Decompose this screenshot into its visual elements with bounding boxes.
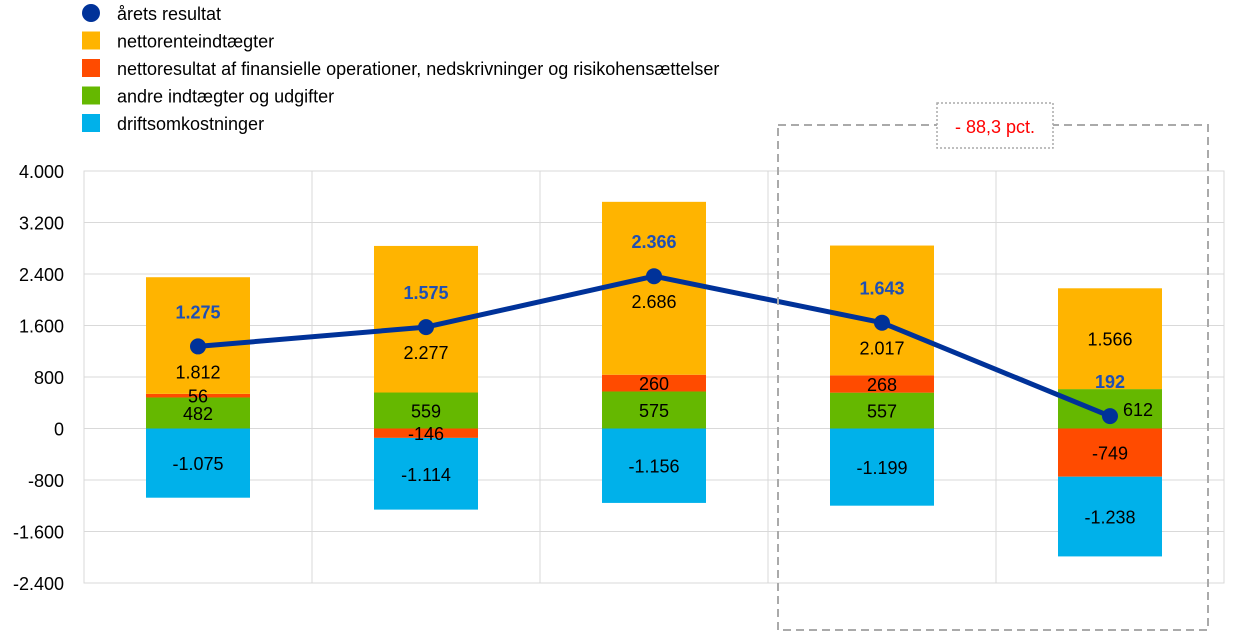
bar-driftsomkostninger-2017 <box>146 428 250 498</box>
data-label: -1.114 <box>401 465 451 485</box>
result-point-2021 <box>1102 408 1118 425</box>
data-label: -1.199 <box>856 458 907 478</box>
legend-marker-square <box>82 31 100 50</box>
data-label: 2.686 <box>631 292 676 312</box>
result-label: 1.643 <box>859 279 904 299</box>
y-tick-label: 0 <box>54 420 64 440</box>
data-label: -146 <box>408 424 444 444</box>
bar-nettorenteindtægter-2019 <box>602 201 706 375</box>
y-tick-label: 800 <box>34 368 64 388</box>
result-label: 1.575 <box>403 283 448 303</box>
data-label: -749 <box>1092 444 1128 464</box>
bar-nettorenteindtægter-2020 <box>830 245 934 376</box>
data-label: 1.566 <box>1087 330 1132 350</box>
legend-label: driftsomkostninger <box>117 114 264 134</box>
bar-nettoresultat-2018 <box>374 428 478 438</box>
legend-label: andre indtægter og udgifter <box>117 87 334 107</box>
legend-label: årets resultat <box>117 4 221 24</box>
annotation-text: - 88,3 pct. <box>955 117 1035 137</box>
data-label: -1.238 <box>1084 508 1135 528</box>
legend-marker-square <box>82 86 100 105</box>
bar-nettoresultat-2017 <box>146 393 250 398</box>
result-point-2019 <box>646 268 662 285</box>
bar-driftsomkostninger-2018 <box>374 437 478 510</box>
bar-andre-2020 <box>830 392 934 429</box>
data-label: 557 <box>867 402 897 422</box>
bar-driftsomkostninger-2019 <box>602 428 706 503</box>
result-point-2020 <box>874 314 890 331</box>
bar-nettorenteindtægter-2017 <box>146 277 250 394</box>
grid <box>83 170 1225 584</box>
bar-nettorenteindtægter-2021 <box>1058 288 1162 390</box>
bar-andre-2018 <box>374 392 478 429</box>
y-tick-label: 3.200 <box>19 214 64 234</box>
result-label: 192 <box>1095 372 1125 392</box>
data-label: 268 <box>867 375 897 395</box>
y-tick-label: -800 <box>28 471 64 491</box>
data-label: 260 <box>639 374 669 394</box>
data-label: 559 <box>411 402 441 422</box>
result-line <box>190 268 1118 425</box>
legend: årets resultat nettorenteindtægter nettore… <box>82 4 719 134</box>
legend-marker-square <box>82 114 100 132</box>
y-tick-label: -1.600 <box>13 523 64 543</box>
data-label: 612 <box>1123 400 1153 420</box>
bar-andre-2017 <box>146 397 250 429</box>
data-label: 2.277 <box>403 343 448 363</box>
legend-marker-square <box>82 59 100 77</box>
data-label: -1.075 <box>172 454 223 474</box>
annotation: - 88,3 pct. <box>777 102 1209 631</box>
y-tick-label: 1.600 <box>19 317 64 337</box>
legend-label: nettoresultat af finansielle operationer… <box>117 59 719 79</box>
result-label: 2.366 <box>631 232 676 252</box>
data-label: 482 <box>183 404 213 424</box>
bar-nettoresultat-2019 <box>602 374 706 392</box>
y-tick-label: -2.400 <box>13 574 64 594</box>
data-label: 56 <box>188 387 208 407</box>
data-label: 2.017 <box>859 339 904 359</box>
data-label: 575 <box>639 401 669 421</box>
bar-nettoresultat-2021 <box>1058 428 1162 477</box>
bars <box>146 201 1162 557</box>
bar-driftsomkostninger-2020 <box>830 428 934 506</box>
data-label: 1.812 <box>175 362 220 382</box>
annotation-box <box>936 102 1054 149</box>
bar-driftsomkostninger-2021 <box>1058 476 1162 557</box>
result-label: 1.275 <box>175 302 220 322</box>
result-point-2017 <box>190 338 206 355</box>
result-point-2018 <box>418 319 434 336</box>
legend-marker-circle <box>82 4 100 22</box>
legend-label: nettorenteindtægter <box>117 32 274 52</box>
y-tick-label: 2.400 <box>19 265 64 285</box>
y-tick-label: 4.000 <box>19 162 64 182</box>
bar-andre-2019 <box>602 391 706 429</box>
data-label: -1.156 <box>628 457 679 477</box>
axes: 4.000 3.200 2.400 1.600 800 0 -800 -1.600 -2.400 <box>13 162 64 594</box>
bar-nettoresultat-2020 <box>830 375 934 393</box>
